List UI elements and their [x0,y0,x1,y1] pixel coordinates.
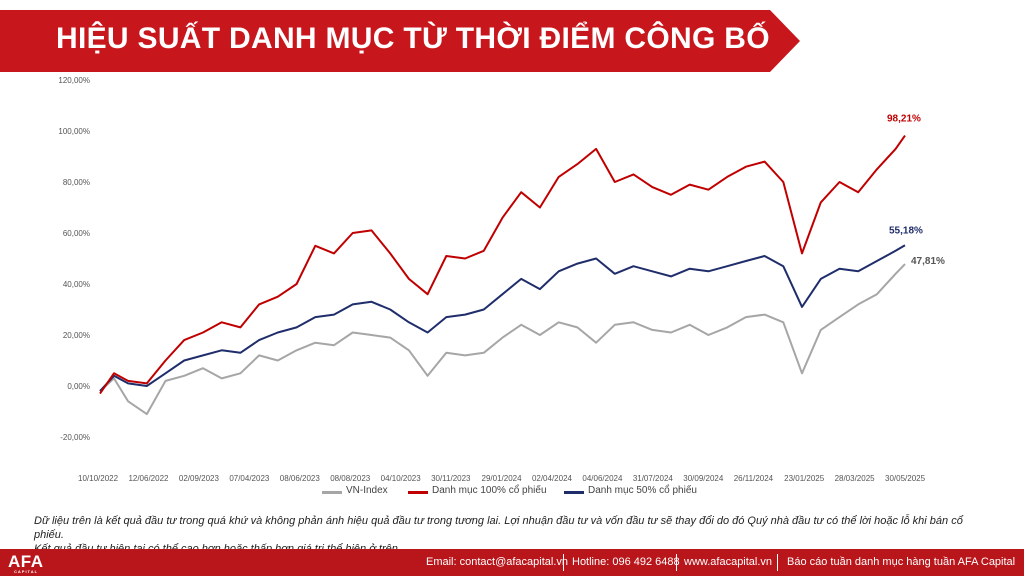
x-tick-label: 31/07/2024 [633,474,674,483]
series-end-label: 47,81% [911,256,945,267]
y-tick-label: 0,00% [67,382,90,391]
footer-bar: AFA CAPITAL Email: contact@afacapital.vn… [0,549,1024,576]
page-title: HIỆU SUẤT DANH MỤC TỪ THỜI ĐIỂM CÔNG BỐ [56,22,770,55]
series-line-0 [99,263,906,416]
y-tick-label: 60,00% [63,229,90,238]
x-tick-label: 04/06/2024 [582,474,623,483]
footer-report-title: Báo cáo tuần danh mục hàng tuần AFA Capi… [787,556,1016,568]
performance-line-chart: 120,00% 100,00% 80,00% 60,00% 40,00% 20,00% 0,… [58,76,945,483]
afa-logo: AFA CAPITAL [8,552,44,574]
y-tick-label: 100,00% [58,127,90,136]
y-tick-label: 20,00% [63,331,90,340]
x-tick-label: 07/04/2023 [229,474,270,483]
x-tick-label: 02/04/2024 [532,474,573,483]
series-line-2 [99,244,906,392]
x-tick-label: 23/01/2025 [784,474,825,483]
legend-label: VN-Index [346,485,388,496]
x-tick-label: 08/08/2023 [330,474,371,483]
chart-legend: VN-Index Danh mục 100% cổ phiếu Danh mục… [322,485,722,501]
legend-label: Danh mục 50% cổ phiếu [588,485,697,496]
y-tick-label: 80,00% [63,178,90,187]
series-end-label: 98,21% [887,114,921,125]
footer-divider [777,554,778,571]
x-tick-label: 30/05/2025 [885,474,926,483]
y-tick-label: 120,00% [58,76,90,85]
y-tick-label: 40,00% [63,280,90,289]
legend-label: Danh mục 100% cổ phiếu [432,485,547,496]
x-tick-label: 02/09/2023 [179,474,220,483]
x-tick-label: 12/06/2022 [128,474,169,483]
x-tick-label: 08/06/2023 [280,474,321,483]
footer-hotline[interactable]: Hotline: 096 492 6488 [572,556,680,568]
x-tick-label: 28/03/2025 [835,474,876,483]
footer-website[interactable]: www.afacapital.vn [684,556,773,568]
series-line-1 [99,135,906,395]
logo-subtext: CAPITAL [14,569,39,574]
footer-divider [676,554,677,571]
series-end-label: 55,18% [889,225,923,236]
footer-divider [563,554,564,571]
title-banner [0,10,800,72]
footer-email[interactable]: Email: contact@afacapital.vn [426,556,569,568]
x-tick-label: 10/10/2022 [78,474,119,483]
x-tick-label: 30/09/2024 [683,474,724,483]
x-tick-label: 30/11/2023 [431,474,471,483]
x-tick-label: 29/01/2024 [482,474,523,483]
y-tick-label: -20,00% [60,433,90,442]
x-tick-label: 26/11/2024 [734,474,774,483]
disclaimer-line: Dữ liệu trên là kết quả đầu tư trong quá… [34,515,963,541]
x-tick-label: 04/10/2023 [381,474,422,483]
logo-text: AFA [8,552,44,571]
